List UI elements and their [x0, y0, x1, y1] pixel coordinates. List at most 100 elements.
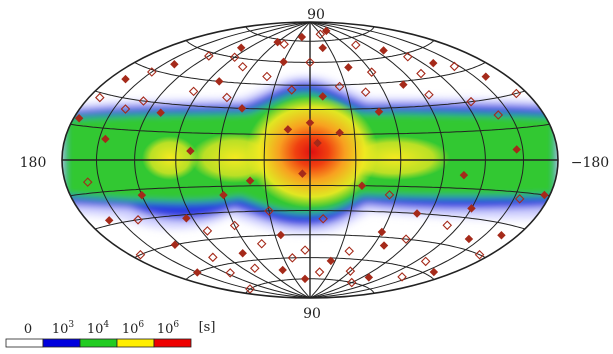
filled-diamond-marker — [379, 241, 389, 250]
filled-diamond-marker — [237, 104, 247, 113]
parallel-line — [95, 90, 525, 110]
open-diamond-marker — [449, 61, 460, 72]
colorbar-segment — [5, 338, 44, 348]
open-diamond-marker — [493, 110, 504, 120]
open-diamond-marker — [403, 51, 413, 62]
filled-diamond-marker — [429, 58, 438, 68]
colorbar-tick-label: 103 — [52, 320, 75, 337]
filled-diamond-marker — [429, 267, 439, 277]
colorbar: 0 103 104 106 106 [s] — [5, 320, 216, 348]
open-diamond-marker — [315, 29, 326, 40]
open-diamond-marker — [188, 86, 199, 97]
parallel-line — [70, 123, 550, 135]
filled-diamond-marker — [374, 107, 384, 116]
open-diamond-marker — [314, 267, 325, 277]
colorbar-tick-label: 0 — [24, 322, 32, 337]
open-diamond-marker — [120, 104, 131, 114]
open-diamond-marker — [262, 71, 272, 82]
label-bottom: 90 — [303, 306, 321, 322]
filled-diamond-marker — [121, 74, 130, 84]
filled-diamond-marker — [276, 230, 286, 240]
parallel-line — [95, 210, 525, 230]
open-diamond-marker — [245, 284, 255, 294]
open-diamond-marker — [345, 266, 356, 276]
filled-diamond-marker — [273, 37, 282, 47]
filled-diamond-marker — [326, 256, 336, 266]
filled-diamond-marker — [467, 204, 476, 213]
open-diamond-marker — [286, 85, 297, 95]
filled-diamond-marker — [379, 46, 388, 55]
open-diamond-marker — [256, 238, 267, 249]
open-diamond-marker — [397, 272, 407, 282]
open-diamond-marker — [229, 52, 240, 63]
source-markers — [74, 26, 549, 294]
label-top: 90 — [307, 7, 325, 23]
filled-diamond-marker — [313, 138, 322, 148]
open-diamond-marker — [305, 57, 315, 68]
filled-diamond-marker — [219, 190, 228, 200]
filled-diamond-marker — [459, 170, 469, 180]
open-diamond-marker — [279, 39, 289, 50]
open-diamond-marker — [401, 234, 411, 244]
label-left: 180 — [20, 155, 47, 171]
filled-diamond-marker — [279, 57, 288, 67]
colorbar-segment — [42, 338, 81, 348]
filled-diamond-marker — [318, 43, 327, 53]
colorbar-unit-label: [s] — [199, 320, 216, 335]
open-diamond-marker — [334, 81, 345, 92]
filled-diamond-marker — [318, 92, 327, 101]
filled-diamond-marker — [497, 231, 506, 240]
open-diamond-marker — [204, 51, 214, 61]
filled-diamond-marker — [364, 273, 374, 282]
colorbar-segment — [79, 338, 118, 348]
coordinate-grid — [62, 21, 558, 299]
filled-diamond-marker — [300, 274, 310, 284]
open-diamond-marker — [474, 249, 485, 260]
filled-diamond-marker — [399, 80, 408, 89]
colorbar-segment — [116, 338, 155, 348]
open-diamond-marker — [208, 252, 218, 263]
filled-diamond-marker — [137, 190, 147, 200]
open-diamond-marker — [237, 61, 248, 72]
open-diamond-marker — [420, 256, 431, 267]
open-diamond-marker — [82, 177, 93, 187]
open-diamond-marker — [318, 213, 328, 224]
parallel-line — [185, 257, 435, 280]
colorbar-tick-label: 106 — [122, 320, 145, 337]
open-diamond-marker — [147, 67, 157, 77]
open-diamond-marker — [346, 277, 357, 288]
open-diamond-marker — [366, 67, 377, 77]
filled-diamond-marker — [170, 240, 180, 249]
filled-diamond-marker — [412, 209, 422, 218]
open-diamond-marker — [222, 92, 232, 103]
density-yellow-left — [142, 136, 198, 180]
parallel-line — [185, 40, 435, 63]
open-diamond-marker — [424, 89, 434, 100]
filled-diamond-marker — [283, 125, 293, 134]
filled-diamond-marker — [101, 134, 110, 144]
open-diamond-marker — [138, 96, 149, 106]
filled-diamond-marker — [464, 234, 474, 244]
open-diamond-marker — [135, 249, 146, 260]
filled-diamond-marker — [512, 145, 521, 154]
filled-diamond-marker — [357, 181, 367, 190]
parallel-line — [245, 26, 375, 42]
open-diamond-marker — [511, 88, 522, 99]
parallel-line — [245, 278, 375, 294]
filled-diamond-marker — [344, 63, 353, 72]
open-diamond-marker — [225, 268, 235, 278]
filled-diamond-marker — [182, 214, 191, 223]
filled-diamond-marker — [377, 227, 387, 237]
filled-diamond-marker — [193, 268, 202, 277]
filled-diamond-marker — [298, 169, 307, 178]
filled-diamond-marker — [297, 32, 307, 42]
open-diamond-marker — [264, 206, 274, 216]
open-diamond-marker — [466, 96, 476, 107]
open-diamond-marker — [351, 40, 361, 50]
colorbar-tick-label: 106 — [157, 320, 180, 337]
filled-diamond-marker — [335, 128, 344, 137]
open-diamond-marker — [287, 253, 298, 263]
parallel-line — [70, 185, 550, 197]
filled-diamond-marker — [236, 43, 246, 52]
